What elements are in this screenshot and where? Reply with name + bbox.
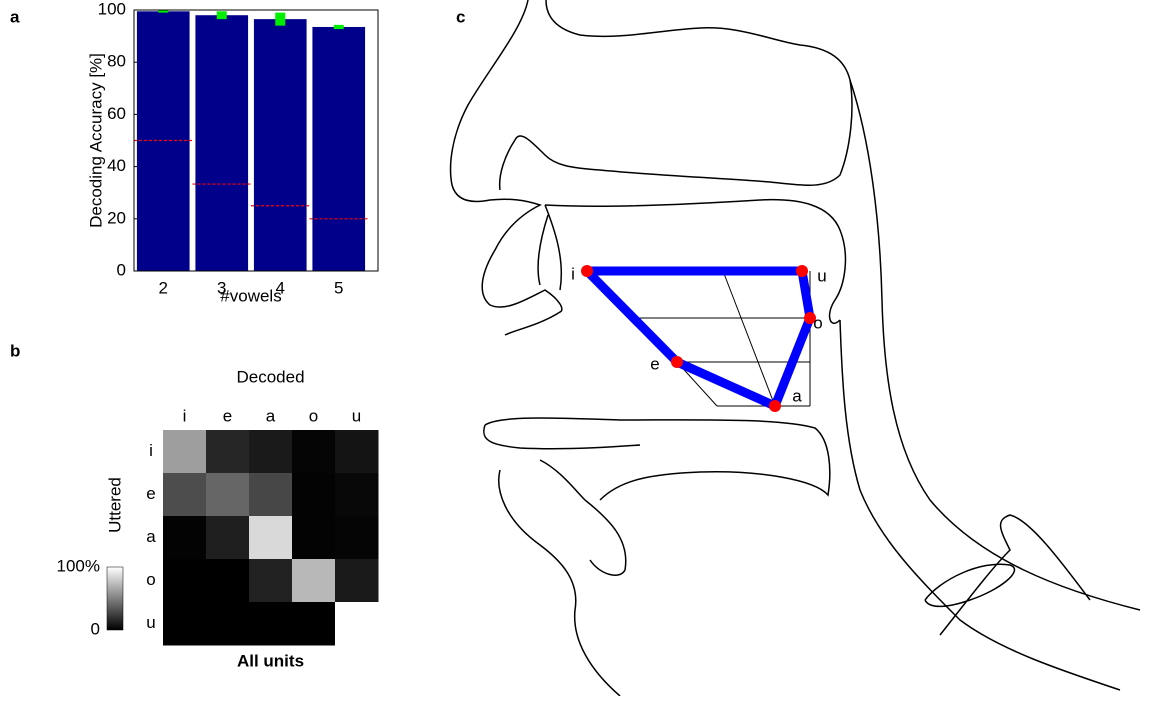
y-tick-label: i (149, 441, 153, 460)
vowel-label: a (792, 386, 802, 405)
colorbar-tick-label: 0 (91, 619, 100, 638)
vowel-grid (587, 271, 810, 406)
jaw (540, 460, 626, 575)
heatmap-cell (335, 559, 379, 603)
vowel-point (671, 356, 683, 368)
heatmap-cell (163, 559, 207, 603)
x-tick-label: 2 (159, 278, 168, 297)
heatmap-cell (163, 473, 207, 517)
colorbar (107, 567, 123, 630)
bar (137, 11, 190, 271)
palate (545, 200, 845, 324)
heatmap-cell (335, 516, 379, 560)
vowel-point (581, 265, 593, 277)
heatmap-cell (249, 430, 293, 474)
heatmap-cell (206, 430, 250, 474)
heatmap-cell (206, 602, 250, 646)
pharynx-front (840, 320, 1120, 690)
heatmap-cell (249, 516, 293, 560)
vowel-label: e (650, 354, 659, 373)
heatmap-cell (206, 559, 250, 603)
vowel-label: i (571, 264, 575, 283)
x-tick-label: e (223, 406, 232, 425)
x-tick-label: u (352, 406, 361, 425)
y-tick-label: a (146, 527, 156, 546)
y-tick-label: 100 (98, 0, 126, 18)
head-outline (451, 0, 562, 335)
y-tick-label: o (146, 570, 155, 589)
vowel-point (769, 400, 781, 412)
heatmap-cell (163, 602, 207, 646)
y-tick-label: e (146, 484, 155, 503)
panel-label: b (10, 341, 20, 360)
panel-label: c (456, 7, 465, 26)
error-bar (217, 11, 227, 19)
bar (254, 19, 307, 271)
vowel-label: u (817, 266, 826, 285)
heatmap-cell (335, 602, 379, 646)
chart-title: All units (237, 651, 304, 670)
lower-lip (484, 425, 640, 696)
heatmap-cell (206, 516, 250, 560)
panel-label: a (10, 7, 20, 26)
x-tick-label: o (309, 406, 318, 425)
vowel-point (796, 265, 808, 277)
y-tick-label: 20 (107, 208, 126, 227)
y-axis-label: Uttered (105, 477, 124, 533)
y-axis-label: Decoding Accuracy [%] (86, 53, 105, 228)
bar (312, 27, 365, 271)
x-axis-label: Decoded (236, 367, 304, 386)
y-tick-label: 80 (107, 52, 126, 71)
heatmap-cell (249, 473, 293, 517)
x-tick-label: a (266, 406, 276, 425)
error-bar (334, 25, 344, 29)
y-tick-label: 60 (107, 104, 126, 123)
heatmap-cell (292, 473, 336, 517)
colorbar-tick-label: 100% (57, 556, 100, 575)
upper-teeth (538, 205, 561, 290)
bar (195, 15, 248, 271)
heatmap-cell (249, 559, 293, 603)
vowel-label: o (813, 313, 822, 332)
heatmap-cell (249, 602, 293, 646)
nasal-cavity (500, 0, 852, 190)
heatmap-cell (335, 430, 379, 474)
x-tick-label: i (183, 406, 187, 425)
figure: c a0204060801002345#vowelsDecoding Accur… (0, 0, 1152, 696)
heatmap-cell (292, 430, 336, 474)
error-bar (275, 13, 285, 26)
y-tick-label: 40 (107, 156, 126, 175)
heatmap-cell (163, 516, 207, 560)
heatmap-cell (292, 602, 336, 646)
tongue (485, 418, 830, 500)
heatmap-cell (206, 473, 250, 517)
y-tick-label: u (146, 613, 155, 632)
y-tick-label: 0 (117, 260, 126, 279)
x-axis-label: #vowels (220, 286, 281, 305)
pharynx-back (850, 80, 1140, 610)
x-tick-label: 5 (334, 278, 343, 297)
heatmap-cell (163, 430, 207, 474)
heatmap-cell (292, 559, 336, 603)
heatmap-cell (335, 473, 379, 517)
heatmap-cell (292, 516, 336, 560)
epiglottis (925, 515, 1090, 635)
